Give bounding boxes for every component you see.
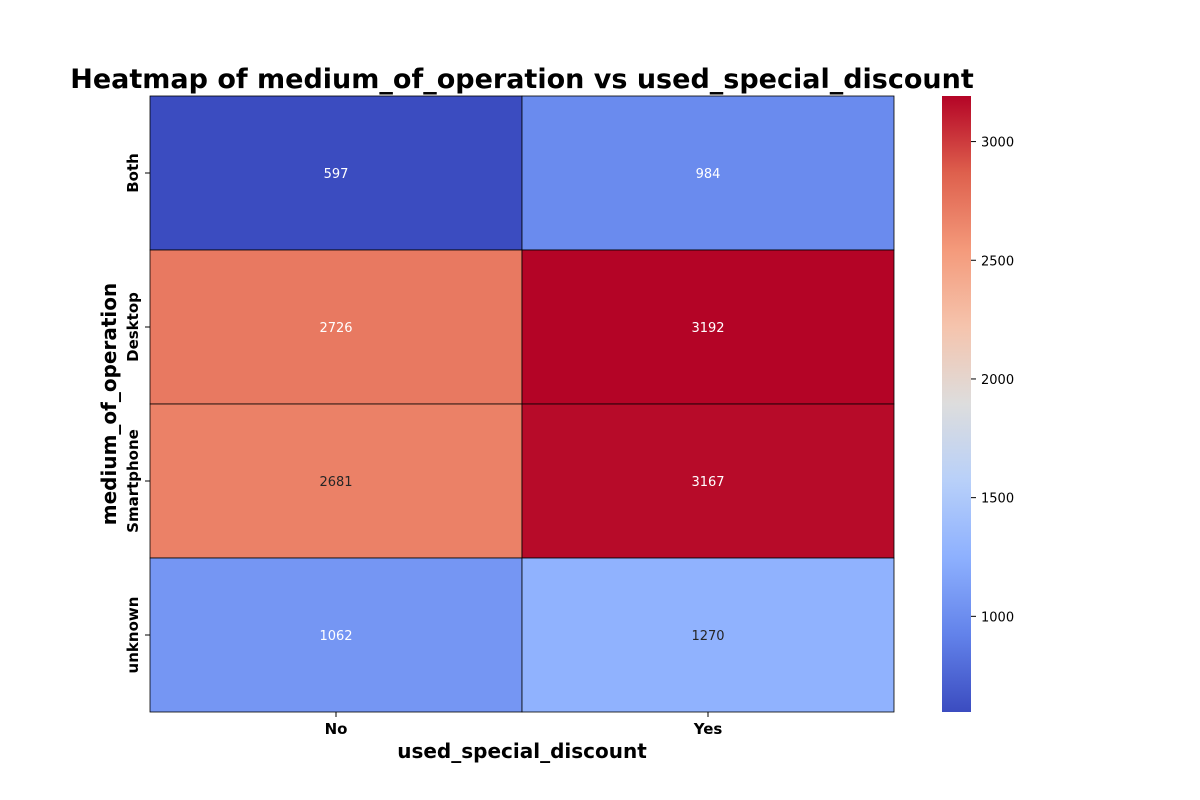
x-tick-label: Yes xyxy=(693,720,723,738)
cell-value-label: 1270 xyxy=(691,629,724,644)
y-tick-labels: Both Desktop Smartphone unknown xyxy=(124,153,150,673)
cell-value-label: 3167 xyxy=(691,475,724,490)
x-tick-label: No xyxy=(325,720,348,738)
colorbar-tick-label: 1000 xyxy=(981,610,1014,625)
heatmap-cell xyxy=(149,557,523,713)
heatmap-cells xyxy=(149,95,895,713)
cell-value-label: 597 xyxy=(324,167,349,182)
y-tick-label: Desktop xyxy=(124,292,142,362)
cell-value-label: 984 xyxy=(696,167,721,182)
colorbar-tick-label: 3000 xyxy=(981,136,1014,151)
heatmap-cell xyxy=(521,557,895,713)
x-tick-labels: No Yes xyxy=(325,712,723,738)
heatmap-cell xyxy=(149,403,523,559)
y-tick-label: Smartphone xyxy=(124,429,142,533)
heatmap-cell xyxy=(149,95,523,251)
heatmap-cell xyxy=(521,403,895,559)
y-tick-label: unknown xyxy=(124,597,142,674)
colorbar-tick-label: 1500 xyxy=(981,492,1014,507)
colorbar-tick-label: 2500 xyxy=(981,254,1014,269)
colorbar xyxy=(942,96,971,712)
heatmap-cell xyxy=(521,249,895,405)
heatmap-cell xyxy=(149,249,523,405)
cell-value-label: 2681 xyxy=(319,475,352,490)
heatmap-cell xyxy=(521,95,895,251)
cell-value-labels: 597 984 2726 3192 2681 3167 1062 1270 xyxy=(319,167,724,644)
chart-title: Heatmap of medium_of_operation vs used_s… xyxy=(70,64,974,95)
cell-value-label: 3192 xyxy=(691,321,724,336)
cell-value-label: 2726 xyxy=(319,321,352,336)
y-axis-label: medium_of_operation xyxy=(97,283,121,525)
cell-value-label: 1062 xyxy=(319,629,352,644)
y-tick-label: Both xyxy=(124,153,142,193)
x-axis-label: used_special_discount xyxy=(397,739,647,763)
colorbar-ticks: 1000 1500 2000 2500 3000 xyxy=(971,136,1014,625)
colorbar-tick-label: 2000 xyxy=(981,373,1014,388)
